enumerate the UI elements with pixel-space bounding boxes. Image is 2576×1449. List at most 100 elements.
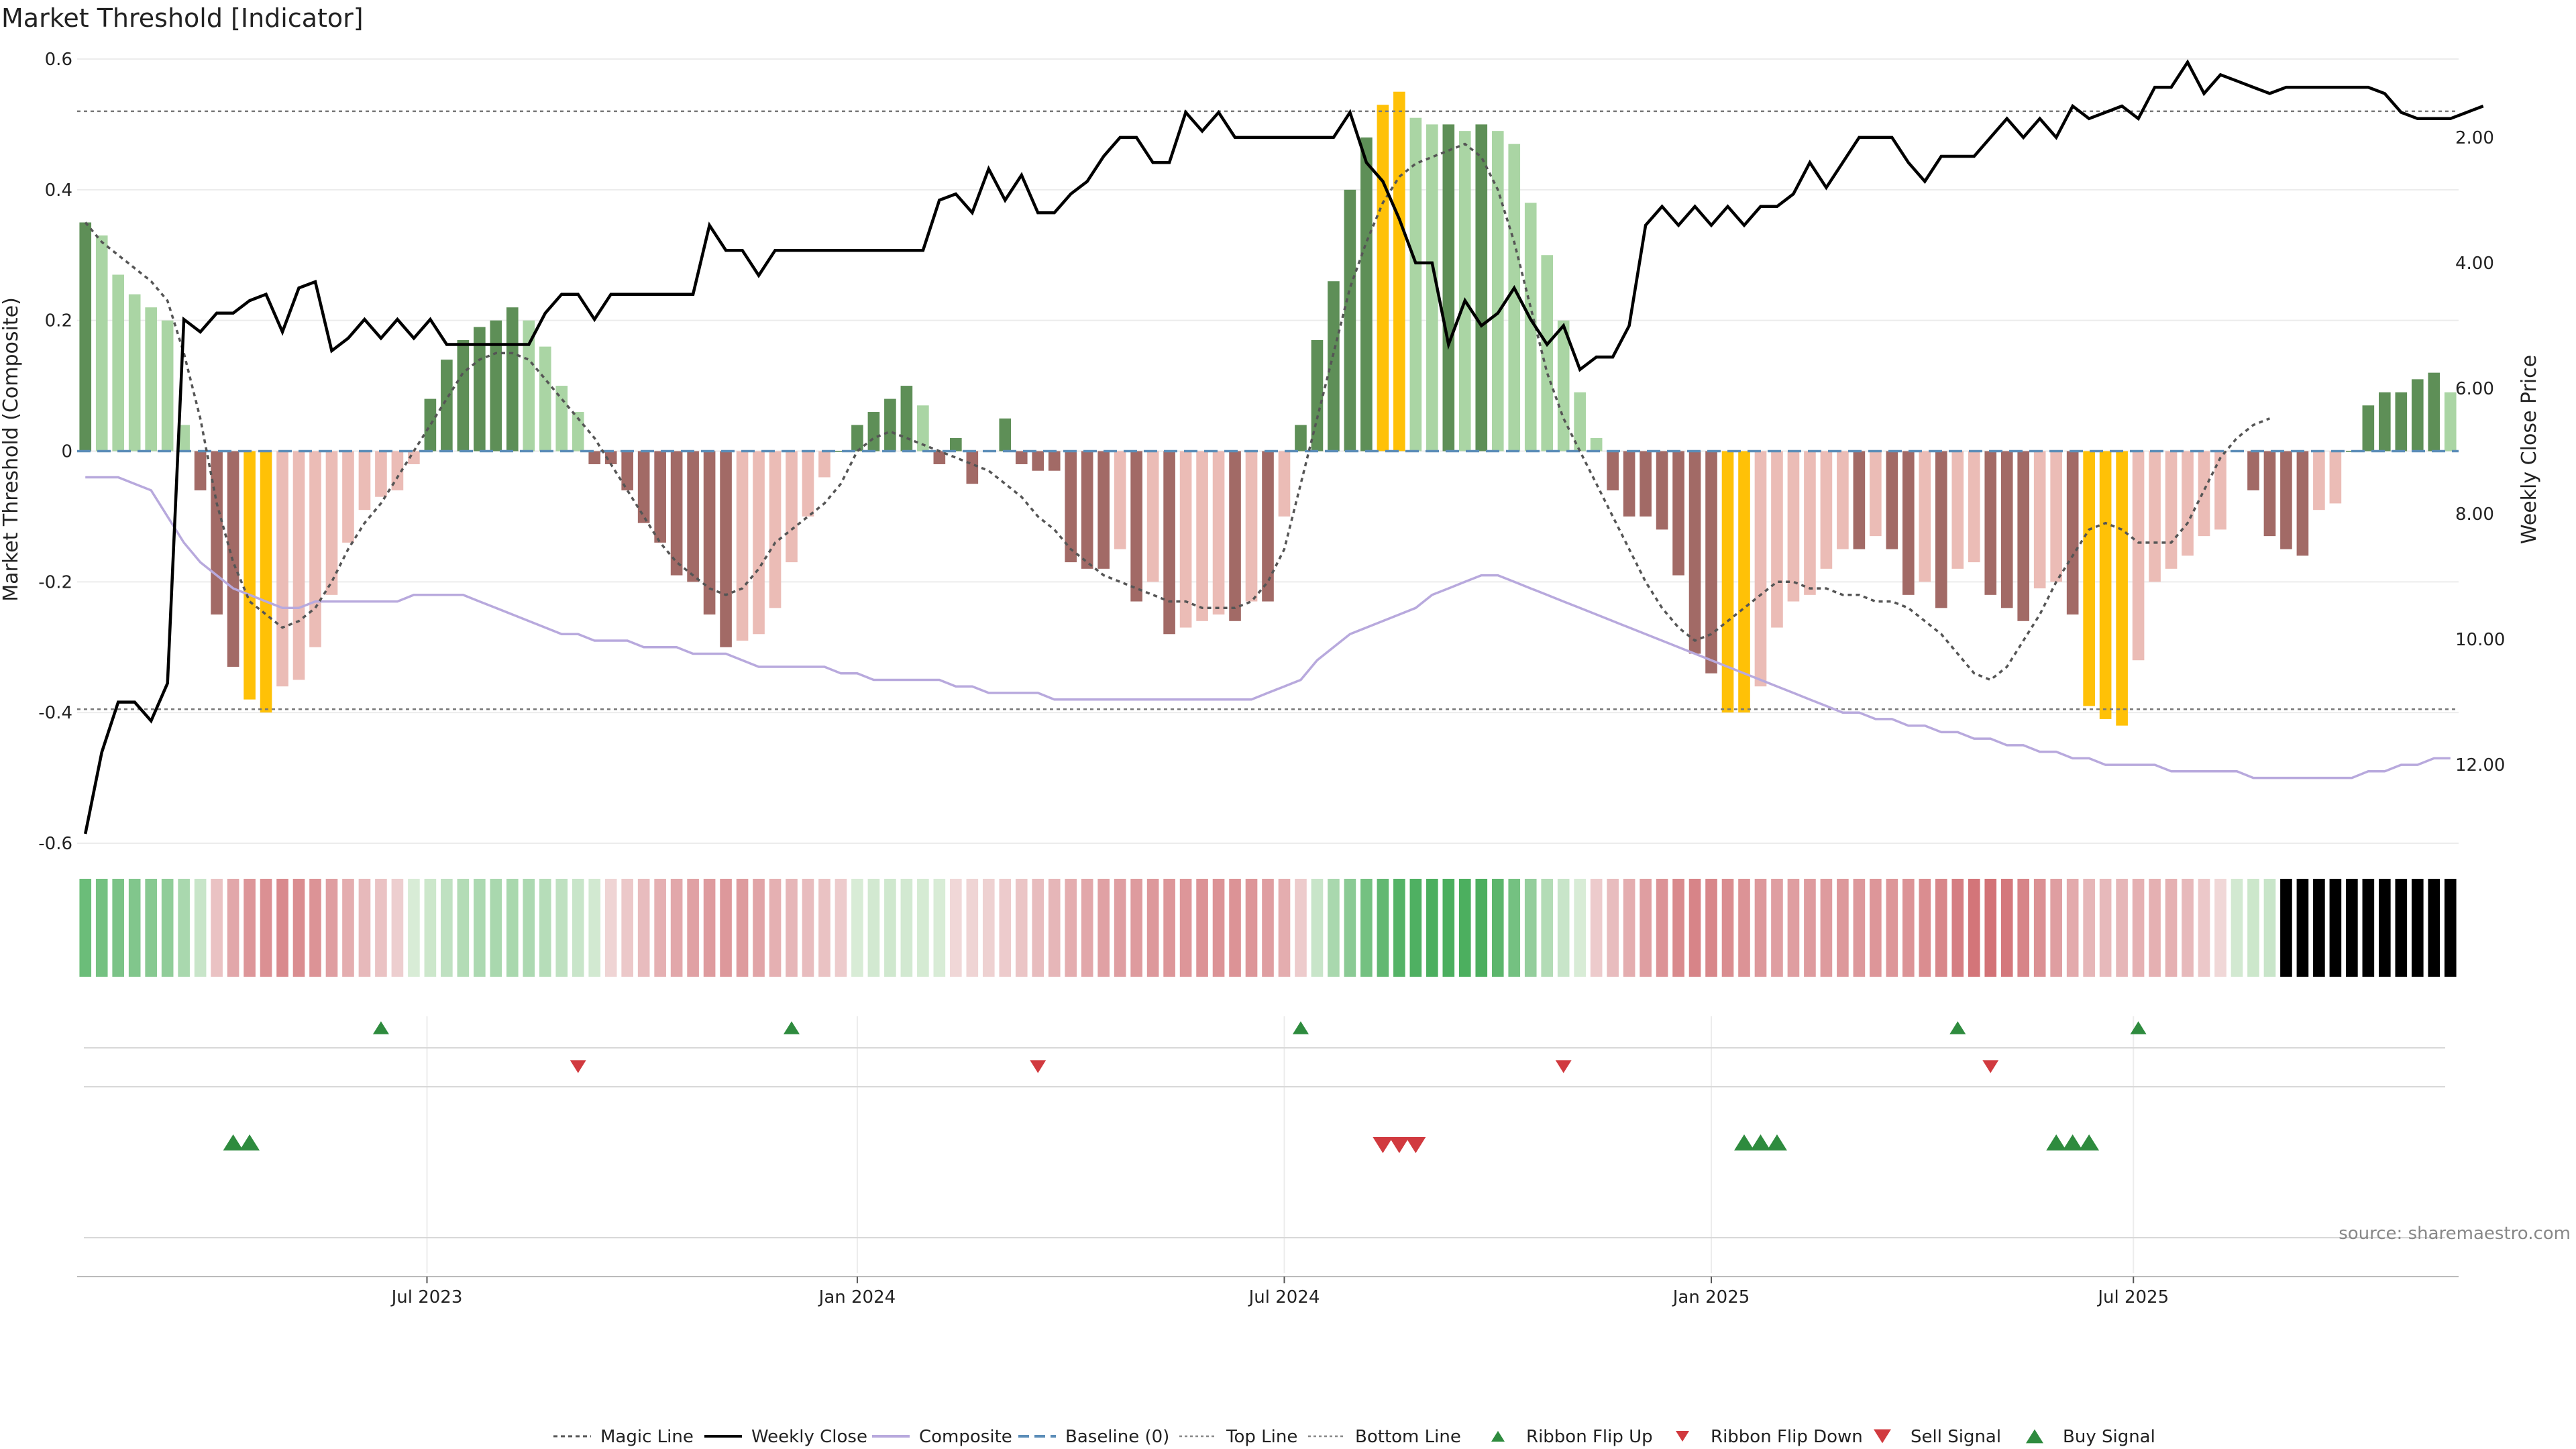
composite-bar [671,451,683,576]
ribbon-cell [1311,879,1324,977]
composite-bar [868,412,880,451]
composite-bar [1229,451,1241,621]
composite-bar [2001,451,2013,608]
composite-bar [704,451,716,615]
ribbon-cell [1328,879,1340,977]
legend: Magic Line Weekly Close Composite Baseline … [553,1427,2155,1447]
composite-bar [2116,451,2128,726]
composite-bar [2363,405,2375,451]
composite-bar [1623,451,1635,517]
legend-swatch [1874,1430,1891,1444]
buy-signal-marker [2046,1134,2066,1150]
y2-ticks: 12.00 10.00 8.00 6.00 4.00 2.00 [2455,128,2505,775]
y2-axis-label: Weekly Close Price [2518,355,2541,544]
ribbon-cell [868,879,880,977]
composite-bar [1771,451,1783,628]
ribbon-cell [1804,879,1816,977]
ribbon-cell [901,879,913,977]
ribbon-cell [687,879,699,977]
ribbon-cell [1196,879,1208,977]
ribbon-cell [1393,879,1405,977]
composite-bar [802,451,814,517]
composite-bar [2330,451,2342,504]
ribbon-cell [572,879,584,977]
ribbon-cell [2445,879,2457,977]
composite-bar [1377,105,1389,451]
ribbon-cell [458,879,470,977]
composite-bar [851,425,863,451]
ribbon-cell [753,879,765,977]
ribbon-cell [786,879,798,977]
ribbon-cell [769,879,782,977]
composite-bar [1032,451,1044,471]
composite-bar [1886,451,1898,549]
composite-bar [1279,451,1291,517]
composite-bar [2214,451,2226,530]
composite-bar [2133,451,2145,661]
y2-tick-label: 6.00 [2455,379,2494,399]
ribbon-cell [490,879,502,977]
composite-bar [1755,451,1767,687]
ribbon-cell [1738,879,1750,977]
ribbon-cell [227,879,239,977]
composite-bar [1295,425,1307,451]
ribbon-cell [2428,879,2440,977]
legend-label: Bottom Line [1355,1427,1461,1447]
ribbon-cell [737,879,749,977]
ribbon-flip-up-marker [2131,1021,2147,1034]
y-axis-label: Market Threshold (Composite) [0,297,23,602]
ribbon-cell [1984,879,1996,977]
composite-bar [950,438,962,451]
ribbon-cell [1262,879,1274,977]
composite-bar [2247,451,2259,490]
ribbon-cell [720,879,732,977]
ribbon-strip [79,879,2456,977]
composite-bar [1097,451,1110,569]
composite-bar [720,451,732,647]
ribbon-cell [178,879,190,977]
ribbon-cell [425,879,437,977]
composite-bar [539,347,551,451]
composite-bar [309,451,321,647]
composite-bar [96,235,108,451]
composite-bar [342,451,354,543]
ribbon-cell [2379,879,2391,977]
composite-bar [1919,451,1931,582]
y2-tick-label: 12.00 [2455,755,2505,775]
composite-bar [2067,451,2079,615]
composite-bar [375,451,387,497]
legend-label: Ribbon Flip Up [1526,1427,1653,1447]
sell-signal-marker [1373,1137,1393,1153]
y-tick-label: 0 [61,442,72,462]
y-tick-label: 0.4 [45,180,72,201]
x-tick-label: Jul 2023 [390,1287,463,1307]
ribbon-cell [309,879,321,977]
composite-bar [1821,451,1833,569]
ribbon-flip-up-marker [1293,1021,1309,1034]
ribbon-cell [605,879,617,977]
ribbon-cell [835,879,847,977]
composite-bar [786,451,798,563]
composite-bar [112,274,124,451]
ribbon-cell [1919,879,1931,977]
ribbon-cell [1475,879,1487,977]
composite-bar [195,451,207,490]
legend-label: Baseline (0) [1065,1427,1169,1447]
sell-signal-marker [1389,1137,1409,1153]
composite-bar [1328,281,1340,451]
ribbon-cell [851,879,863,977]
ribbon-cell [638,879,650,977]
ribbon-cell [392,879,404,977]
buy-signal-marker [1767,1134,1787,1150]
ribbon-cell [2067,879,2079,977]
ribbon-cell [2050,879,2062,977]
legend-swatch [2026,1430,2043,1444]
ribbon-cell [950,879,962,977]
ribbon-cell [162,879,174,977]
composite-bar [260,451,272,713]
composite-bar [1360,138,1373,451]
ribbon-cell [1558,879,1570,977]
composite-bar [79,223,91,451]
composite-bar [1114,451,1126,549]
composite-bar [1492,131,1504,451]
